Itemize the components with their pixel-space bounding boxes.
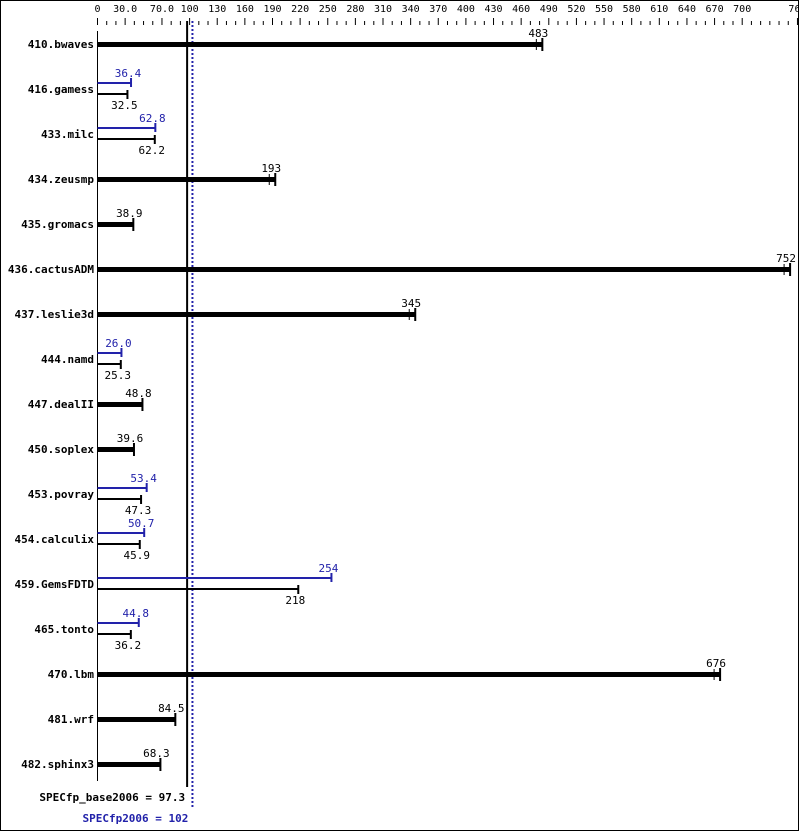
peak-bar <box>97 487 147 489</box>
benchmark-label: 433.milc <box>41 128 94 141</box>
peak-bar <box>97 352 122 354</box>
benchmark-label: 447.dealII <box>28 398 94 411</box>
peak-bar <box>97 532 145 534</box>
base-value-label: 32.5 <box>111 99 138 112</box>
x-tick-label: 610 <box>650 4 668 15</box>
x-tick-label: 700 <box>733 4 751 15</box>
base-value-label: 752 <box>776 252 796 265</box>
benchmark-label: 436.cactusADM <box>8 263 94 276</box>
benchmark-label: 459.GemsFDTD <box>15 578 95 591</box>
x-tick-label: 220 <box>291 4 309 15</box>
base-bar <box>97 498 142 500</box>
base-value-label: 676 <box>706 657 726 670</box>
base-value-label: 48.8 <box>125 387 152 400</box>
base-bar <box>97 447 134 452</box>
benchmark-label: 450.soplex <box>28 443 95 456</box>
benchmark-label: 470.lbm <box>48 668 95 681</box>
x-tick-label: 30.0 <box>113 4 137 15</box>
benchmark-label: 482.sphinx3 <box>21 758 94 771</box>
peak-score-label: SPECfp2006 = 102 <box>82 812 188 825</box>
base-bar <box>97 588 299 590</box>
peak-value-label: 36.4 <box>115 67 142 80</box>
x-tick-label: 460 <box>512 4 530 15</box>
base-value-label: 218 <box>285 594 305 607</box>
x-tick-label: 760 <box>788 4 798 15</box>
base-bar <box>97 543 140 545</box>
peak-bar <box>97 577 332 579</box>
peak-bar <box>97 127 156 129</box>
base-bar <box>97 633 131 635</box>
benchmark-label: 434.zeusmp <box>28 173 95 186</box>
base-value-label: 193 <box>261 162 281 175</box>
x-tick-label: 670 <box>706 4 724 15</box>
peak-value-label: 50.7 <box>128 517 155 530</box>
x-tick-label: 190 <box>263 4 281 15</box>
x-tick-label: 400 <box>457 4 475 15</box>
benchmark-label: 410.bwaves <box>28 38 94 51</box>
x-tick-label: 130 <box>208 4 226 15</box>
x-tick-label: 100 <box>181 4 199 15</box>
x-tick-label: 250 <box>319 4 337 15</box>
base-bar <box>97 222 134 227</box>
x-tick-label: 430 <box>484 4 502 15</box>
peak-value-label: 254 <box>318 562 338 575</box>
base-value-label: 38.9 <box>116 207 143 220</box>
benchmark-label: 465.tonto <box>34 623 94 636</box>
base-value-label: 483 <box>528 27 548 40</box>
base-bar <box>97 138 155 140</box>
base-value-label: 68.3 <box>143 747 170 760</box>
x-tick-label: 550 <box>595 4 613 15</box>
base-score-label: SPECfp_base2006 = 97.3 <box>39 791 185 804</box>
base-bar <box>97 762 161 767</box>
benchmark-label: 453.povray <box>28 488 95 501</box>
x-tick-label: 160 <box>236 4 254 15</box>
base-value-label: 36.2 <box>115 639 142 652</box>
base-value-label: 39.6 <box>117 432 144 445</box>
benchmark-label: 444.namd <box>41 353 94 366</box>
x-tick-label: 280 <box>346 4 364 15</box>
x-tick-label: 370 <box>429 4 447 15</box>
benchmark-label: 437.leslie3d <box>15 308 94 321</box>
base-bar <box>97 93 128 95</box>
base-bar <box>97 312 416 317</box>
peak-value-label: 26.0 <box>105 337 132 350</box>
peak-value-label: 44.8 <box>123 607 150 620</box>
base-bar <box>97 363 121 365</box>
x-tick-label: 580 <box>623 4 641 15</box>
base-bar <box>97 402 143 407</box>
base-bar <box>97 42 543 47</box>
base-bar <box>97 717 176 722</box>
x-tick-label: 520 <box>567 4 585 15</box>
benchmark-label: 481.wrf <box>48 713 94 726</box>
x-tick-label: 490 <box>540 4 558 15</box>
peak-bar <box>97 82 132 84</box>
x-tick-label: 310 <box>374 4 392 15</box>
x-tick-label: 0 <box>94 4 100 15</box>
peak-value-label: 53.4 <box>130 472 157 485</box>
peak-bar <box>97 622 139 624</box>
benchmark-label: 416.gamess <box>28 83 94 96</box>
base-bar <box>97 267 791 272</box>
base-value-label: 345 <box>401 297 421 310</box>
base-value-label: 62.2 <box>139 144 166 157</box>
base-bar <box>97 177 276 182</box>
base-value-label: 45.9 <box>124 549 151 562</box>
benchmark-label: 454.calculix <box>15 533 95 546</box>
base-value-label: 47.3 <box>125 504 152 517</box>
peak-value-label: 62.8 <box>139 112 166 125</box>
x-tick-label: 70.0 <box>150 4 174 15</box>
x-tick-label: 340 <box>402 4 420 15</box>
base-value-label: 84.5 <box>158 702 185 715</box>
base-bar <box>97 672 721 677</box>
base-value-label: 25.3 <box>105 369 132 382</box>
benchmark-label: 435.gromacs <box>21 218 94 231</box>
x-tick-label: 640 <box>678 4 696 15</box>
